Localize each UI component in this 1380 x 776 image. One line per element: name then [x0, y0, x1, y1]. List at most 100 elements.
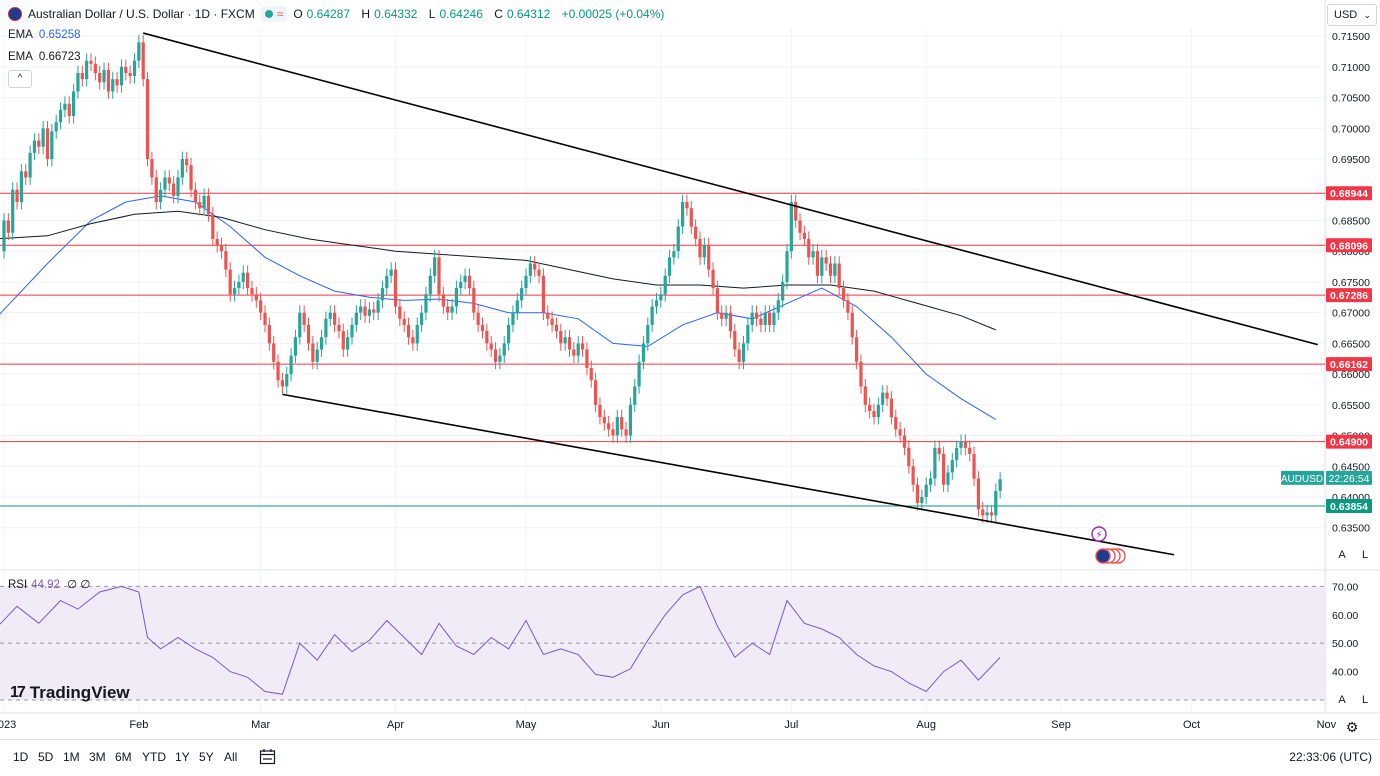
lightning-glyph: ⚡ — [1095, 530, 1102, 541]
rsi-log-scale-button[interactable]: L — [1361, 694, 1369, 706]
event-markers[interactable]: ⚡ — [1091, 526, 1126, 564]
current-price-label: 22:26:54 — [1329, 473, 1370, 485]
change-value: +0.00025 (+0.04%) — [561, 7, 665, 21]
candle-body — [850, 312, 854, 338]
candle-body — [115, 79, 119, 86]
price-axis[interactable]: 0.715000.710000.705000.700000.695000.690… — [1281, 31, 1372, 679]
log-scale-button[interactable]: L — [1361, 549, 1369, 561]
candle-body — [433, 257, 437, 276]
range-1d-button[interactable]: 1D — [13, 750, 29, 764]
rsi-tick-label: 50.00 — [1332, 638, 1358, 650]
settings-gear-icon[interactable]: ⚙ — [1345, 719, 1359, 735]
candle-body — [415, 324, 419, 344]
rsi-auto-scale-button[interactable]: A — [1338, 694, 1346, 706]
symbol-title[interactable]: Australian Dollar / U.S. Dollar · 1D · F… — [28, 7, 255, 21]
ema-slow-legend[interactable]: EMA 0.66723 — [8, 51, 81, 63]
candle-body — [163, 177, 167, 190]
rsi-band — [0, 585, 1325, 701]
candle-body — [306, 324, 311, 344]
candle-body — [472, 288, 476, 313]
candle-body — [72, 91, 76, 117]
candle-body — [241, 272, 245, 282]
candle-body — [846, 300, 850, 313]
candle-body — [180, 159, 184, 178]
price-tick-label: 0.64500 — [1332, 461, 1370, 473]
level-price-label: 0.67286 — [1330, 290, 1368, 302]
candle-body — [141, 42, 145, 80]
candle-body — [607, 423, 611, 430]
range-5y-button[interactable]: 5Y — [199, 750, 214, 764]
high-value: 0.64332 — [374, 7, 418, 21]
candle-body — [772, 312, 776, 325]
ema-fast-legend[interactable]: EMA 0.65258 — [8, 29, 81, 41]
price-tick-label: 0.71500 — [1332, 31, 1370, 43]
price-tick-label: 0.67000 — [1332, 308, 1370, 320]
candle-body — [372, 309, 376, 313]
rsi-polyline — [0, 585, 1001, 695]
currency-select[interactable]: USD ⌄ — [1327, 4, 1377, 26]
candle-body — [868, 404, 872, 411]
candle-body — [263, 312, 267, 325]
range-6m-button[interactable]: 6M — [115, 750, 132, 764]
range-5d-button[interactable]: 5D — [38, 750, 54, 764]
time-tick-label: 2023 — [0, 719, 16, 731]
candle-body — [224, 251, 228, 270]
aud-usd-flag-icon — [8, 7, 22, 21]
candle-body — [546, 312, 550, 319]
tradingview-logo[interactable]: 17 TradingView — [10, 683, 130, 702]
candle-body — [185, 159, 189, 166]
candle-body — [324, 318, 328, 338]
candle-body — [89, 60, 93, 64]
candle-body — [32, 140, 37, 153]
candle-body — [289, 355, 293, 375]
candlesticks[interactable] — [2, 34, 1002, 523]
collapse-indicators-button[interactable]: ^ — [8, 70, 32, 88]
candle-body — [393, 269, 398, 307]
candle-body — [724, 312, 728, 319]
calendar-range-icon[interactable] — [259, 748, 276, 765]
rsi-legend[interactable]: RSI 44.92 ∅ ∅ — [8, 579, 91, 591]
candle-body — [968, 447, 972, 454]
candle-body — [132, 60, 137, 77]
range-3m-button[interactable]: 3M — [89, 750, 106, 764]
rsi-value: 44.92 — [31, 579, 60, 591]
candle-body — [254, 294, 258, 301]
candle-body — [998, 479, 1002, 491]
utc-clock[interactable]: 22:33:06 (UTC) — [1289, 750, 1372, 764]
status-pill[interactable]: ≈ — [260, 6, 288, 22]
candle-body — [815, 251, 820, 276]
candle-body — [463, 275, 467, 282]
candle-body — [833, 263, 837, 276]
trendline-upper — [142, 32, 1318, 346]
time-axis[interactable]: 2023 Feb Mar Apr May Jun Jul Aug Sep Oct Nov — [0, 719, 1337, 731]
price-tick-label: 0.69500 — [1332, 154, 1370, 166]
candle-body — [85, 60, 89, 80]
candle-body — [624, 429, 628, 436]
candle-body — [272, 343, 276, 362]
candle-body — [454, 288, 458, 307]
candle-body — [676, 226, 680, 252]
range-1y-button[interactable]: 1Y — [175, 750, 190, 764]
range-ytd-button[interactable]: YTD — [142, 750, 166, 764]
candle-body — [172, 183, 176, 196]
candle-body — [246, 272, 250, 289]
candle-body — [459, 281, 463, 289]
candle-body — [794, 202, 798, 221]
candle-body — [598, 404, 602, 418]
candle-body — [480, 324, 485, 332]
rsi-line — [0, 585, 1001, 695]
auto-scale-button[interactable]: A — [1338, 549, 1346, 561]
candle-body — [111, 79, 115, 92]
candle-body — [594, 380, 598, 405]
candle-body — [972, 453, 976, 479]
price-tick-label: 0.65500 — [1332, 400, 1370, 412]
price-tick-label: 0.66500 — [1332, 338, 1370, 350]
candle-body — [337, 324, 341, 332]
candle-body — [380, 288, 385, 301]
time-tick-label: Jul — [784, 719, 798, 731]
range-1m-button[interactable]: 1M — [63, 750, 80, 764]
trendlines[interactable] — [142, 32, 1318, 556]
horizontal-levels[interactable] — [0, 192, 1325, 507]
range-all-button[interactable]: All — [224, 750, 238, 764]
